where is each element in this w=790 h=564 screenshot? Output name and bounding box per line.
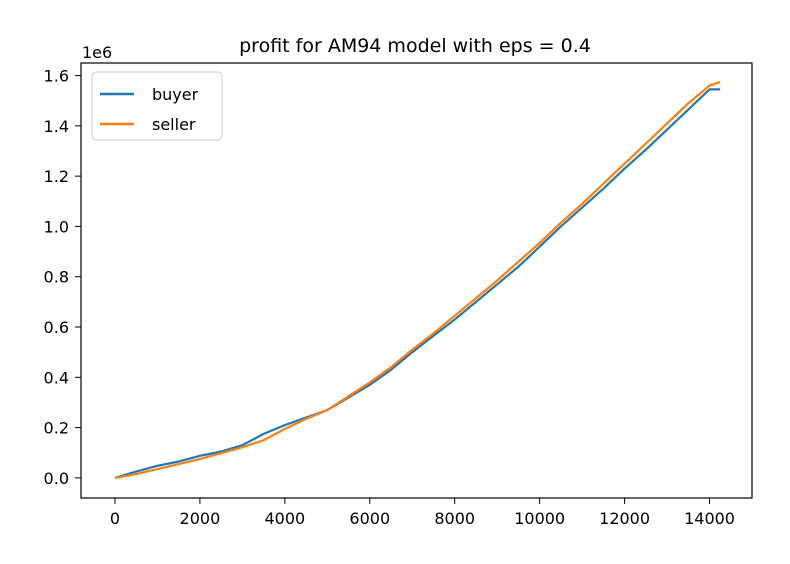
plot-area	[114, 80, 721, 479]
y-tick-label: 1.6	[44, 67, 69, 86]
axes-frame	[80, 62, 753, 499]
chart-title: profit for AM94 model with eps = 0.4	[239, 35, 591, 57]
y-axis: 0.0 0.2 0.4 0.6 0.8 1.0 1.2 1.4 1.6	[44, 67, 81, 488]
x-tick-label: 12000	[599, 509, 650, 528]
y-tick-label: 0.2	[44, 419, 69, 438]
y-tick-label: 1.2	[44, 167, 69, 186]
x-tick-label: 14000	[684, 509, 735, 528]
x-tick-label: 8000	[434, 509, 475, 528]
legend-label-seller: seller	[152, 115, 196, 134]
y-offset-label: 1e6	[82, 43, 112, 62]
series-line-buyer	[114, 88, 721, 479]
x-tick-label: 4000	[264, 509, 305, 528]
series-line-seller	[114, 80, 721, 479]
x-tick-label: 10000	[514, 509, 565, 528]
x-tick-label: 2000	[180, 509, 221, 528]
x-tick-label: 6000	[349, 509, 390, 528]
y-tick-label: 0.0	[44, 469, 69, 488]
legend-label-buyer: buyer	[152, 85, 199, 104]
y-tick-label: 1.0	[44, 217, 69, 236]
y-tick-label: 0.6	[44, 318, 69, 337]
y-tick-label: 0.4	[44, 368, 69, 387]
x-tick-label: 0	[110, 509, 120, 528]
y-tick-label: 1.4	[44, 117, 69, 136]
x-axis: 0 2000 4000 6000 8000 10000 12000 14000	[110, 498, 735, 528]
y-tick-label: 0.8	[44, 268, 69, 287]
legend: buyer seller	[91, 71, 223, 141]
